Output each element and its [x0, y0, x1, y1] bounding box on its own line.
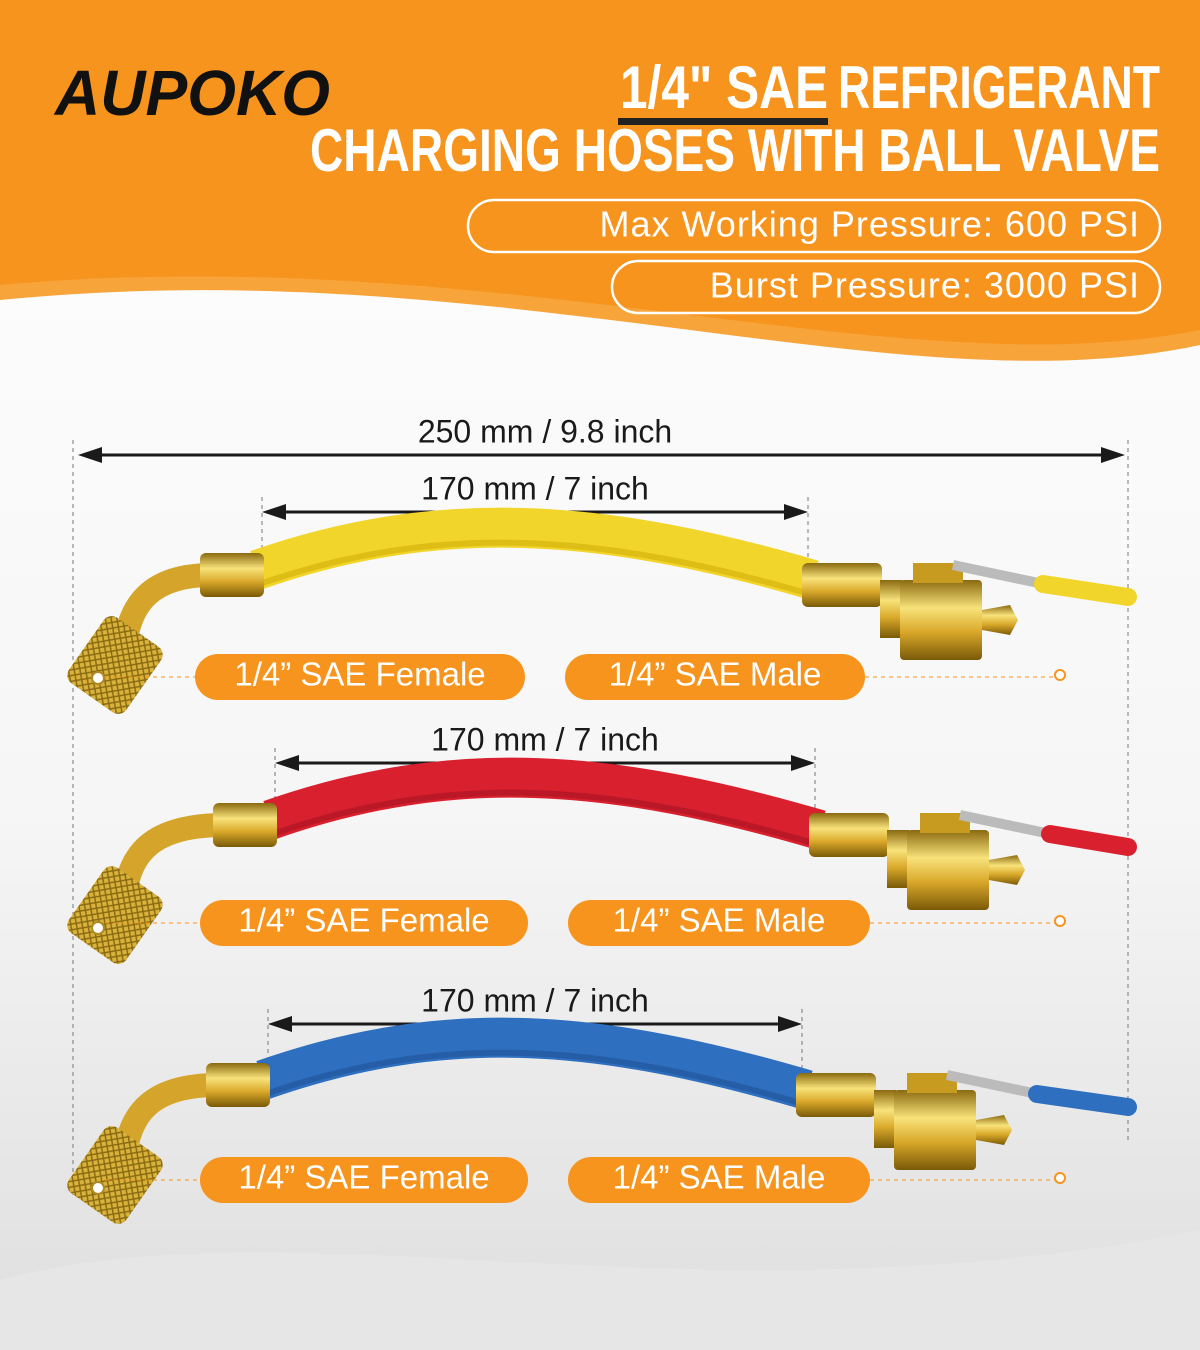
label-pill — [565, 654, 865, 700]
handle — [951, 560, 1050, 590]
valve-top — [907, 1073, 957, 1093]
hose-length: 170 mm / 7 inch — [421, 982, 649, 1018]
ferrule — [802, 563, 882, 607]
ferrule — [796, 1073, 876, 1117]
hose — [250, 507, 819, 600]
female-label: 1/4” SAE Female — [234, 656, 485, 693]
handle-grip — [1028, 1085, 1137, 1116]
spec-text: Max Working Pressure: 600 PSI — [599, 204, 1140, 245]
female-label: 1/4” SAE Female — [238, 902, 489, 939]
hose-shade — [262, 1049, 808, 1108]
male-label: 1/4” SAE Male — [613, 1159, 826, 1196]
overall-dimension: 250 mm / 9.8 inch — [418, 413, 672, 449]
spec-pill — [466, 198, 1162, 254]
label-pill — [200, 900, 528, 946]
valve-body — [907, 830, 989, 910]
title-rest: REFRIGERANT — [838, 54, 1160, 121]
label-pill — [568, 1157, 870, 1203]
handle — [958, 810, 1057, 840]
leader-dot — [1054, 1172, 1066, 1184]
header-band — [0, 0, 1200, 345]
nut — [67, 616, 163, 714]
swoosh — [0, 1230, 1200, 1350]
male-label: 1/4” SAE Male — [613, 902, 826, 939]
ferrule — [809, 813, 889, 857]
handle — [945, 1070, 1044, 1100]
handle-grip — [1034, 575, 1137, 606]
title-line2: CHARGING HOSES WITH BALL VALVE — [310, 117, 1160, 184]
spec-pill — [610, 259, 1162, 315]
hose-shade — [269, 789, 821, 848]
leader-dot — [1054, 915, 1066, 927]
label-pill — [568, 900, 870, 946]
stem — [989, 855, 1025, 885]
hose-length: 170 mm / 7 inch — [421, 470, 649, 506]
hose-shade — [256, 539, 814, 598]
title-underline — [618, 118, 828, 125]
female-label: 1/4” SAE Female — [238, 1159, 489, 1196]
spec-text: Burst Pressure: 3000 PSI — [710, 265, 1140, 306]
nut — [67, 1126, 163, 1224]
title-highlight: 1/4" SAE — [620, 54, 828, 121]
brand-logo: AUPOKO — [53, 57, 330, 129]
stem — [976, 1115, 1012, 1145]
hex — [887, 830, 909, 888]
hoses: 170 mm / 7 inch 1/4” SAE Female 1/4” SAE M… — [67, 470, 1137, 1224]
ferrule — [200, 553, 264, 597]
label-pill — [195, 654, 525, 700]
stem — [982, 605, 1018, 635]
hose — [263, 757, 826, 850]
valve-body — [900, 580, 982, 660]
label-pill — [200, 1157, 528, 1203]
port — [91, 1181, 105, 1195]
hose — [256, 1017, 813, 1110]
port — [91, 671, 105, 685]
valve-top — [913, 563, 963, 583]
valve-body — [894, 1090, 976, 1170]
hose-length: 170 mm / 7 inch — [431, 721, 659, 757]
ferrule — [213, 803, 277, 847]
valve-top — [920, 813, 970, 833]
handle-grip — [1041, 825, 1137, 856]
leader-dot — [1054, 669, 1066, 681]
nut — [67, 866, 163, 964]
male-label: 1/4” SAE Male — [609, 656, 822, 693]
hex — [880, 580, 902, 638]
hex — [874, 1090, 896, 1148]
port — [91, 921, 105, 935]
ferrule — [206, 1063, 270, 1107]
